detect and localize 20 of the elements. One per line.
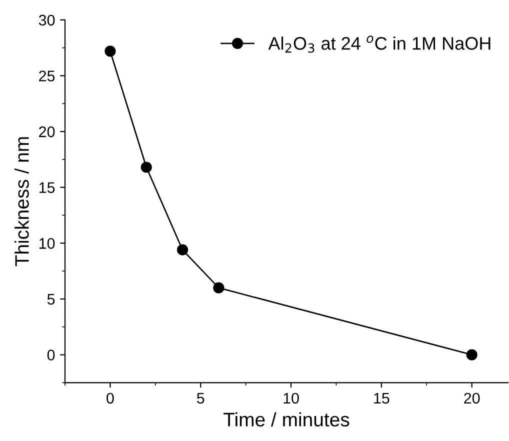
legend-label: Al$_{2}$O$_{3}$ at 24 $^{o}$C in 1M NaOH bbox=[268, 36, 490, 53]
point bbox=[176, 244, 188, 256]
x-tick-label: 5 bbox=[196, 392, 204, 404]
y-tick-label: 15 bbox=[39, 182, 55, 194]
x-tick-label: 20 bbox=[464, 392, 480, 404]
x-tick-label: 10 bbox=[284, 392, 299, 404]
x-tick-label: 0 bbox=[106, 392, 114, 404]
y-tick-label: 20 bbox=[39, 126, 55, 138]
point bbox=[466, 349, 478, 360]
point bbox=[213, 282, 224, 294]
point bbox=[140, 162, 152, 173]
y-tick-label: 5 bbox=[47, 294, 55, 305]
y-tick-label: 0 bbox=[47, 350, 55, 360]
y-tick-label: 10 bbox=[39, 238, 55, 249]
x-axis-title: Time / minutes bbox=[224, 412, 350, 426]
y-tick-label: 25 bbox=[39, 70, 55, 82]
y-tick-label: 30 bbox=[38, 14, 55, 26]
y-axis-title: Thickness / nm bbox=[14, 137, 29, 266]
point bbox=[104, 46, 116, 57]
x-tick-label: 15 bbox=[374, 392, 390, 404]
